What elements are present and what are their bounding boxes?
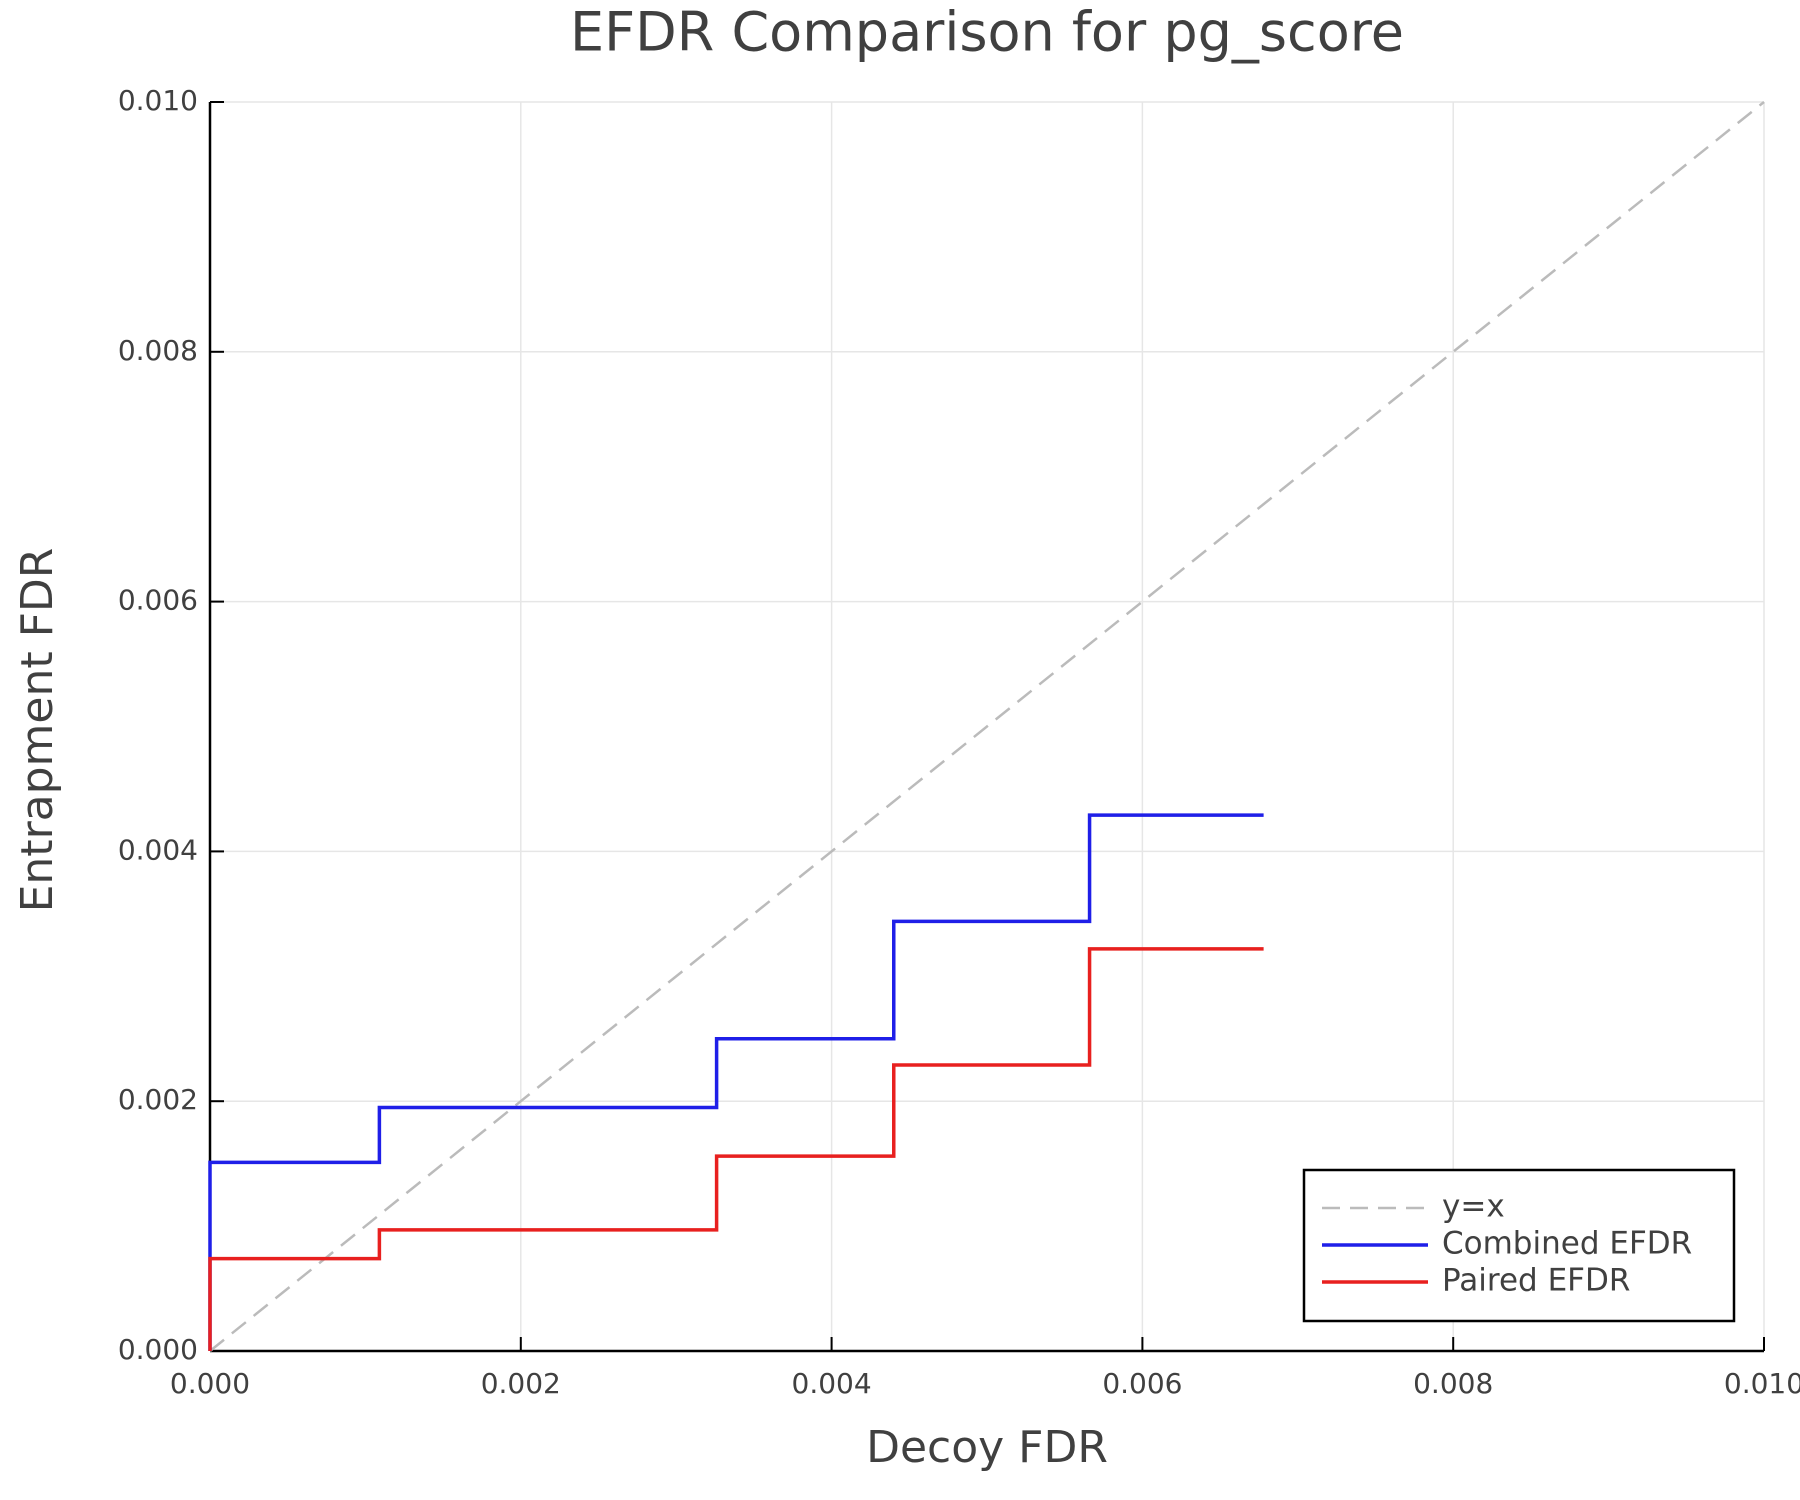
x-tick-label: 0.004 <box>792 1367 872 1400</box>
x-tick-label: 0.000 <box>170 1367 250 1400</box>
legend-label: Paired EFDR <box>1442 1263 1630 1299</box>
x-tick-label: 0.006 <box>1102 1367 1182 1400</box>
y-tick-label: 0.008 <box>118 334 198 367</box>
x-tick-label: 0.002 <box>481 1367 561 1400</box>
x-axis-label: Decoy FDR <box>866 1422 1108 1473</box>
y-tick-label: 0.004 <box>118 833 198 866</box>
y-tick-label: 0.010 <box>118 84 198 117</box>
legend-label: Combined EFDR <box>1442 1226 1692 1262</box>
series-line <box>209 101 1765 1352</box>
series-line <box>208 947 1264 1351</box>
x-tick-label: 0.008 <box>1413 1367 1493 1400</box>
legend-label: y=x <box>1442 1189 1505 1225</box>
x-tick-label: 0.010 <box>1724 1367 1800 1400</box>
y-tick-label: 0.006 <box>118 584 198 617</box>
series-line <box>208 813 1264 1351</box>
chart-title: EFDR Comparison for pg_score <box>570 1 1404 64</box>
y-tick-label: 0.000 <box>118 1333 198 1366</box>
y-tick-label: 0.002 <box>118 1083 198 1116</box>
y-axis-label: Entrapment FDR <box>12 548 63 913</box>
